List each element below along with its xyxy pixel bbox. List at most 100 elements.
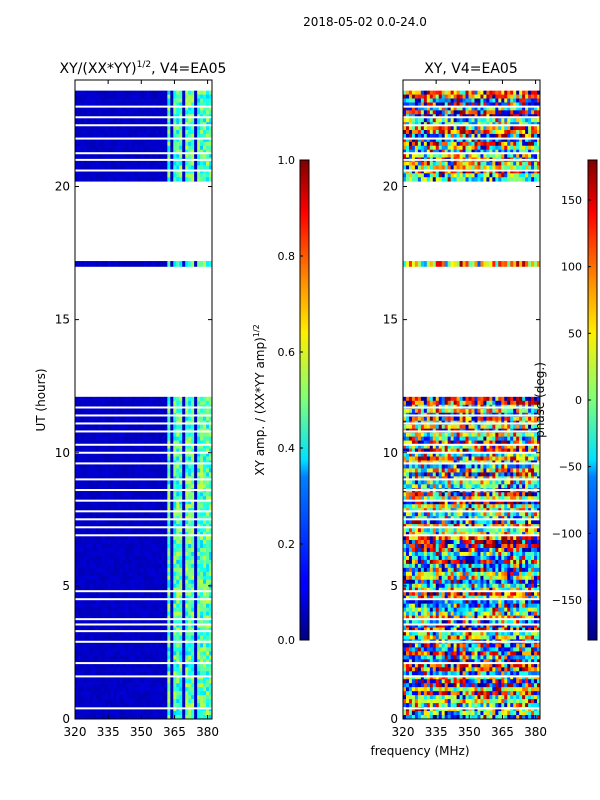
amplitude-heatmap-cell — [119, 424, 124, 430]
amplitude-heatmap-cell — [209, 161, 212, 166]
amplitude-heatmap-cell — [128, 177, 132, 182]
amplitude-heatmap-cell — [206, 528, 210, 533]
amplitude-heatmap-cell — [185, 655, 189, 660]
amplitude-heatmap-cell — [122, 631, 127, 636]
amplitude-heatmap-cell — [125, 165, 130, 170]
amplitude-heatmap-cell — [176, 94, 180, 99]
amplitude-heatmap-cell — [170, 528, 174, 533]
amplitude-heatmap-cell — [89, 169, 94, 174]
amplitude-heatmap-cell — [164, 575, 168, 581]
amplitude-heatmap-cell — [77, 436, 82, 441]
amplitude-heatmap-cell — [182, 161, 186, 166]
amplitude-heatmap-cell — [176, 532, 180, 537]
amplitude-heatmap-cell — [137, 161, 141, 166]
amplitude-heatmap-cell — [191, 98, 195, 103]
amplitude-heatmap-cell — [170, 555, 174, 561]
amplitude-heatmap-cell — [122, 452, 127, 457]
amplitude-heatmap-cell — [95, 261, 100, 267]
amplitude-heatmap-cell — [170, 444, 174, 449]
amplitude-heatmap-cell — [173, 408, 177, 414]
amplitude-heatmap-cell — [116, 496, 121, 501]
amplitude-heatmap-cell — [182, 165, 186, 170]
amplitude-heatmap-cell — [89, 579, 94, 585]
amplitude-heatmap-cell — [113, 703, 118, 708]
amplitude-heatmap-cell — [194, 432, 198, 438]
amplitude-heatmap-cell — [146, 615, 150, 620]
amplitude-heatmap-cell — [89, 532, 94, 537]
amplitude-heatmap-cell — [140, 699, 144, 704]
amplitude-heatmap-cell — [164, 587, 168, 593]
amplitude-heatmap-cell — [152, 102, 156, 107]
amplitude-heatmap-cell — [75, 137, 79, 143]
amplitude-heatmap-cell — [107, 532, 112, 537]
amplitude-heatmap-cell — [80, 133, 85, 139]
amplitude-heatmap-cell — [179, 456, 183, 461]
amplitude-heatmap-cell — [116, 261, 121, 267]
amplitude-heatmap-cell — [176, 500, 180, 505]
phase-heatmap-cell — [453, 400, 458, 406]
amplitude-heatmap-cell — [173, 667, 177, 672]
amplitude-heatmap-cell — [119, 468, 124, 473]
amplitude-heatmap-cell — [80, 567, 85, 573]
amplitude-heatmap-cell — [203, 141, 207, 147]
amplitude-heatmap-cell — [179, 141, 183, 147]
amplitude-heatmap-cell — [200, 691, 204, 696]
amplitude-heatmap-cell — [113, 643, 118, 648]
amplitude-heatmap-cell — [164, 544, 168, 549]
amplitude-heatmap-cell — [167, 647, 171, 652]
amplitude-heatmap-cell — [110, 683, 115, 688]
amplitude-heatmap-cell — [152, 571, 156, 577]
amplitude-heatmap-cell — [77, 687, 82, 692]
amplitude-heatmap-cell — [194, 579, 198, 585]
amplitude-heatmap-cell — [200, 432, 204, 438]
amplitude-heatmap-cell — [155, 551, 159, 557]
amplitude-heatmap-cell — [206, 472, 210, 477]
amplitude-heatmap-cell — [170, 667, 174, 672]
amplitude-heatmap-cell — [75, 651, 79, 656]
amplitude-heatmap-cell — [188, 94, 192, 99]
amplitude-heatmap-cell — [152, 261, 156, 267]
amplitude-heatmap-cell — [200, 683, 204, 688]
amplitude-heatmap-cell — [158, 137, 162, 143]
amplitude-heatmap-cell — [149, 532, 153, 537]
amplitude-heatmap-cell — [104, 611, 109, 616]
amplitude-heatmap-cell — [98, 440, 103, 445]
amplitude-heatmap-cell — [119, 559, 124, 565]
amplitude-heatmap-cell — [188, 687, 192, 692]
amplitude-heatmap-cell — [179, 110, 183, 115]
amplitude-heatmap-cell — [185, 675, 189, 680]
amplitude-heatmap-cell — [143, 699, 147, 704]
amplitude-heatmap-cell — [182, 173, 186, 178]
amplitude-heatmap-cell — [209, 575, 212, 581]
amplitude-heatmap-cell — [152, 536, 156, 541]
amplitude-heatmap-cell — [122, 647, 127, 652]
amplitude-heatmap-cell — [161, 615, 165, 620]
amplitude-heatmap-cell — [95, 667, 100, 672]
amplitude-heatmap-cell — [158, 695, 162, 700]
amplitude-heatmap-cell — [203, 452, 207, 457]
amplitude-heatmap-cell — [152, 595, 156, 601]
amplitude-heatmap-cell — [143, 667, 147, 672]
amplitude-heatmap-cell — [179, 480, 183, 485]
amplitude-heatmap-cell — [167, 396, 171, 402]
amplitude-heatmap-cell — [116, 647, 121, 652]
amplitude-heatmap-cell — [131, 683, 135, 688]
amplitude-heatmap-cell — [146, 699, 150, 704]
amplitude-heatmap-cell — [125, 703, 130, 708]
amplitude-heatmap-cell — [80, 480, 85, 485]
amplitude-heatmap-cell — [188, 400, 192, 406]
amplitude-heatmap-cell — [164, 536, 168, 541]
amplitude-heatmap-cell — [209, 563, 212, 569]
amplitude-heatmap-cell — [75, 615, 79, 620]
amplitude-heatmap-cell — [83, 261, 88, 267]
amplitude-heatmap-cell — [119, 687, 124, 692]
amplitude-heatmap-cell — [83, 655, 88, 660]
amplitude-heatmap-cell — [80, 98, 85, 103]
amplitude-heatmap-cell — [203, 110, 207, 115]
amplitude-heatmap-cell — [152, 643, 156, 648]
amplitude-heatmap-cell — [173, 396, 177, 402]
amplitude-heatmap-cell — [194, 631, 198, 636]
amplitude-heatmap-cell — [209, 647, 212, 652]
amplitude-heatmap-cell — [200, 647, 204, 652]
amplitude-heatmap-cell — [140, 161, 144, 166]
